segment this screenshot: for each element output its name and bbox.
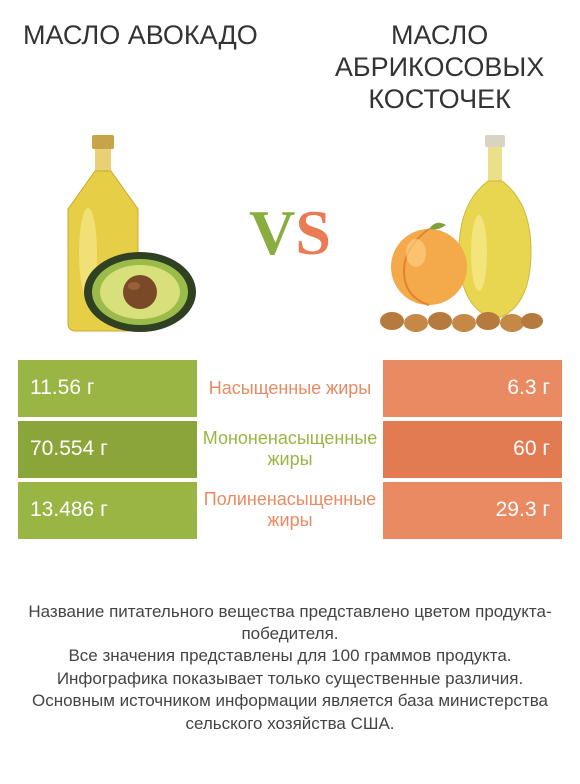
- vs-s: S: [295, 201, 331, 265]
- right-value-cell: 29.3 г: [383, 482, 562, 539]
- right-value-cell: 60 г: [383, 421, 562, 478]
- left-product-image: [18, 133, 208, 333]
- right-value-cell: 6.3 г: [383, 360, 562, 417]
- table-row: 11.56 гНасыщенные жиры6.3 г: [18, 360, 562, 417]
- table-row: 13.486 гПолиненасыщенные жиры29.3 г: [18, 482, 562, 539]
- apricot-icon: [384, 217, 474, 307]
- left-value-cell: 70.554 г: [18, 421, 197, 478]
- kernels-icon: [374, 297, 544, 333]
- nutrient-label: Насыщенные жиры: [197, 360, 383, 417]
- right-title: МАСЛО АБРИКОСОВЫХ КОСТОЧЕК: [317, 20, 562, 116]
- images-row: VS: [18, 128, 562, 338]
- footnote: Название питательного вещества представл…: [18, 601, 562, 736]
- footnote-line: Основным источником информации является …: [26, 690, 554, 735]
- footnote-line: Инфографика показывает только существенн…: [26, 668, 554, 690]
- right-product-image: [372, 133, 562, 333]
- comparison-table: 11.56 гНасыщенные жиры6.3 г70.554 гМонон…: [18, 360, 562, 543]
- footnote-line: Название питательного вещества представл…: [26, 601, 554, 646]
- titles-row: МАСЛО АВОКАДО МАСЛО АБРИКОСОВЫХ КОСТОЧЕК: [18, 20, 562, 116]
- vs-v: V: [249, 201, 295, 265]
- left-title: МАСЛО АВОКАДО: [18, 20, 263, 116]
- vs-label: VS: [249, 201, 331, 265]
- left-value-cell: 11.56 г: [18, 360, 197, 417]
- table-row: 70.554 гМононенасыщенные жиры60 г: [18, 421, 562, 478]
- nutrient-label: Полиненасыщенные жиры: [197, 482, 383, 539]
- nutrient-label: Мононенасыщенные жиры: [197, 421, 383, 478]
- left-value-cell: 13.486 г: [18, 482, 197, 539]
- avocado-icon: [80, 237, 200, 337]
- footnote-line: Все значения представлены для 100 граммо…: [26, 645, 554, 667]
